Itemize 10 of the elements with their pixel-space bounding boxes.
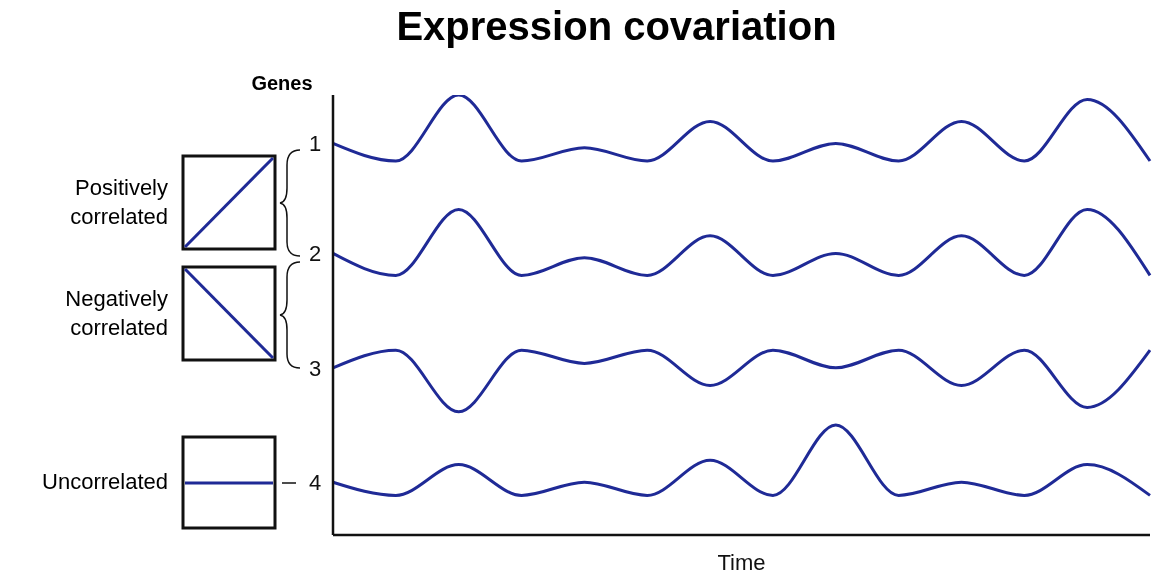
series-label: 3 xyxy=(308,355,322,381)
x-axis-title: Time xyxy=(717,550,766,574)
text: Positively correlated xyxy=(70,175,168,229)
text: Uncorrelated xyxy=(42,469,168,494)
series-label: 2 xyxy=(308,241,322,267)
series-label: 1 xyxy=(308,131,322,157)
text: Negatively correlated xyxy=(65,286,168,340)
chart-title: Expression covariation xyxy=(395,4,838,49)
y-axis-title: Genes xyxy=(251,72,313,94)
series-label: 4 xyxy=(308,470,322,496)
